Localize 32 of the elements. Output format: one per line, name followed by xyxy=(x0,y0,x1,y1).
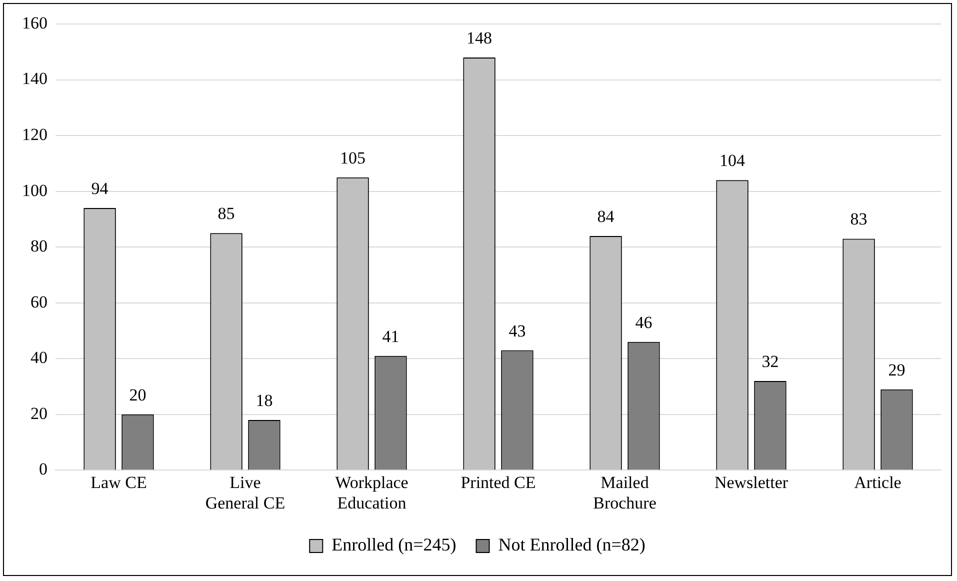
data-label: 46 xyxy=(635,312,652,332)
x-tick-label: Article xyxy=(854,472,902,492)
data-label: 94 xyxy=(91,179,109,198)
x-tick-label: Mailed Brochure xyxy=(593,472,656,512)
data-label: 18 xyxy=(256,390,273,410)
y-tick-label: 40 xyxy=(30,348,48,368)
x-tick-label: Printed CE xyxy=(460,472,536,492)
x-tick-label: Workplace Education xyxy=(335,472,408,512)
y-tick-label: 80 xyxy=(30,236,48,256)
x-tick-label: Live General CE xyxy=(205,472,286,512)
y-tick-label: 20 xyxy=(30,404,48,423)
y-tick-label: 140 xyxy=(22,69,48,88)
data-label: 84 xyxy=(597,206,615,226)
data-label: 43 xyxy=(508,321,526,340)
data-label: 29 xyxy=(888,360,906,380)
data-label: 148 xyxy=(466,28,492,48)
y-tick-label: 100 xyxy=(22,180,48,200)
legend-label: Not Enrolled (n=82) xyxy=(498,534,646,555)
data-label: 41 xyxy=(382,326,400,346)
data-label: 85 xyxy=(218,204,235,224)
data-label: 20 xyxy=(129,385,146,404)
data-label: 32 xyxy=(762,352,779,371)
y-tick-label: 160 xyxy=(22,13,48,32)
y-tick-label: 0 xyxy=(39,460,48,479)
y-tick-label: 120 xyxy=(22,125,48,144)
data-label: 105 xyxy=(340,148,366,168)
data-label: 83 xyxy=(850,210,868,229)
x-tick-label: Law CE xyxy=(90,472,147,492)
data-label: 104 xyxy=(720,151,746,170)
legend-label: Enrolled (n=245) xyxy=(332,534,456,555)
y-tick-label: 60 xyxy=(30,292,48,312)
x-tick-label: Newsletter xyxy=(714,472,788,492)
